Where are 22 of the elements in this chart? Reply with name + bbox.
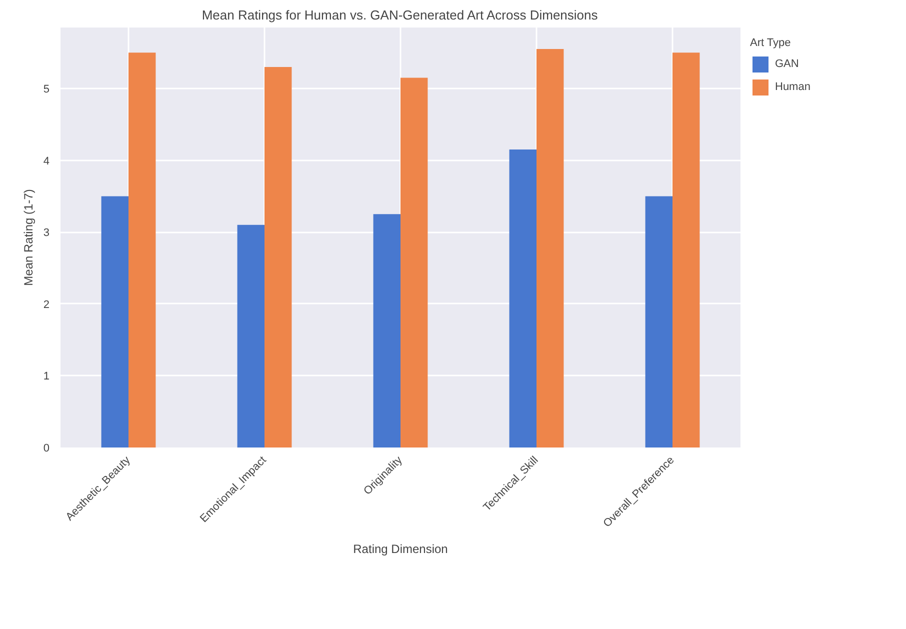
x-axis-title: Rating Dimension: [353, 542, 448, 556]
bar: [264, 66, 292, 448]
bar: [373, 214, 400, 448]
legend-label: GAN: [775, 58, 799, 70]
bar: [645, 196, 672, 448]
bar: [672, 52, 700, 448]
y-tick-label: 0: [43, 442, 50, 454]
chart-title: Mean Ratings for Human vs. GAN-Generated Art Across Dimensions: [202, 8, 598, 22]
y-axis-title: Mean Rating (1-7): [21, 189, 36, 286]
y-tick-label: 4: [43, 155, 50, 168]
bar: [509, 150, 536, 448]
legend-title: Art Type: [750, 37, 792, 49]
bar: [400, 78, 428, 448]
bar: [128, 52, 156, 448]
y-tick-label: 5: [43, 84, 50, 96]
y-tick-label: 2: [43, 298, 50, 311]
legend-label: Human: [775, 81, 810, 93]
bar: [237, 224, 264, 448]
y-tick-label: 3: [43, 227, 50, 240]
bar: [101, 196, 128, 448]
bar: [536, 49, 564, 448]
y-tick-label: 1: [43, 370, 50, 383]
